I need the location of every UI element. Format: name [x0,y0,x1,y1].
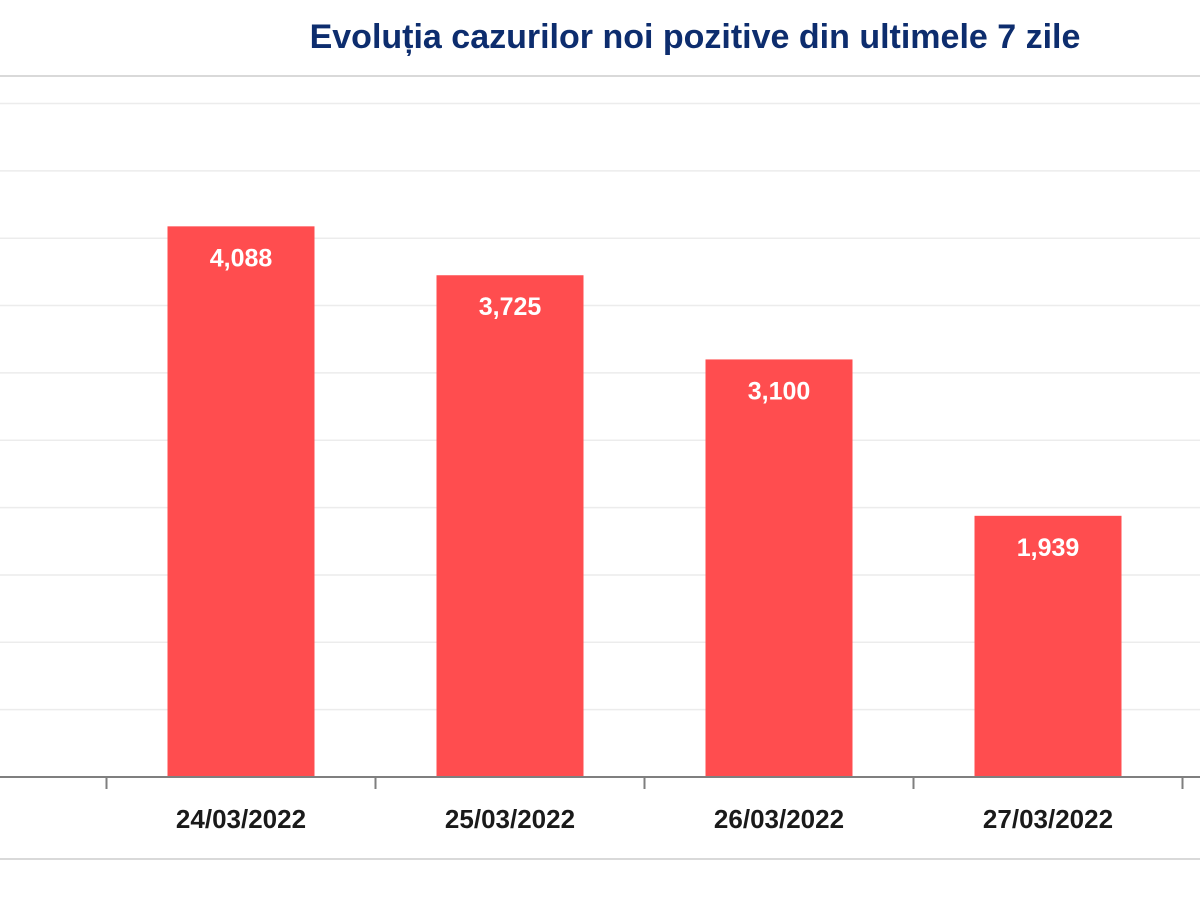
x-tick-label: 25/03/2022 [445,804,575,834]
chart-title: Evoluția cazurilor noi pozitive din ulti… [309,18,1081,56]
data-label: 4,088 [210,244,273,272]
data-label: 3,100 [748,377,811,405]
x-tick-label: 27/03/2022 [983,804,1113,834]
x-tick-label: 24/03/2022 [176,804,306,834]
x-tick-label: 26/03/2022 [714,804,844,834]
bar [705,359,853,777]
bar [167,226,315,777]
data-label: 1,939 [1017,534,1080,562]
bar [436,275,584,777]
bar [974,515,1122,777]
data-label: 3,725 [479,293,542,321]
